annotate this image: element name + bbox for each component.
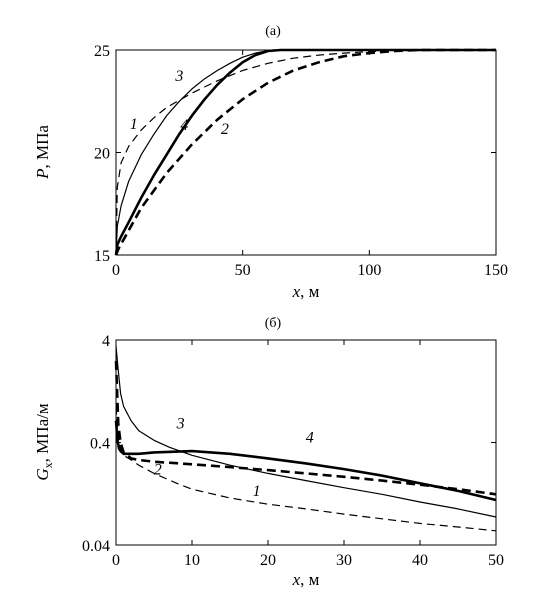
curve-label-2: 2 [221,121,229,138]
curve-label-3: 3 [174,68,183,85]
curve-label-1: 1 [130,116,138,133]
panel-b-y-axis-label: Gx, МПа/м [33,403,55,480]
y-tick-label: 20 [94,146,110,163]
curve-label-1: 1 [253,483,261,500]
x-tick-label: 10 [184,552,200,569]
series-line-4 [114,48,496,256]
x-tick-label: 50 [235,262,251,279]
series-line-1 [115,49,496,256]
y-tick-label: 0.4 [90,436,110,453]
y-tick-label: 4 [102,333,110,350]
panel-a-curve-labels: 1 2 3 4 [130,68,229,138]
panel-a-x-axis-label: x, м [292,282,320,301]
series-line-2 [114,48,496,256]
x-tick-label: 30 [336,552,352,569]
x-tick-label: 40 [412,552,428,569]
panel-b-series [114,345,497,532]
curve-label-3: 3 [176,415,185,432]
panel-b-curve-labels: 1 2 3 4 [154,415,314,500]
panel-a-series [114,48,496,256]
y-tick-label: 25 [94,43,110,60]
panel-b: (б) 0 10 20 30 40 50 0.04 0.4 4 1 2 3 4 x, м Gx, МП… [33,316,504,589]
panel-a-y-axis-label: P, МПа [33,125,52,180]
panel-b-ticks: 0 10 20 30 40 50 0.04 0.4 4 [82,333,504,569]
series-line-3 [115,49,496,256]
panel-a-ticks: 0 50 100 150 15 20 25 [94,43,508,279]
panel-b-title: (б) [265,316,282,331]
curve-label-4: 4 [180,117,188,134]
panel-a: (а) 0 50 100 150 15 20 25 1 2 3 4 x, м P, МПа [33,24,508,301]
series-line-1 [115,406,497,532]
panel-a-title: (а) [265,24,281,39]
x-tick-label: 50 [488,552,504,569]
y-tick-label: 15 [94,248,110,265]
series-line-2 [114,360,497,496]
curve-label-4: 4 [306,430,314,447]
x-tick-label: 20 [260,552,276,569]
x-tick-label: 0 [112,262,120,279]
series-line-4 [114,420,497,502]
x-tick-label: 100 [357,262,381,279]
curve-label-2: 2 [154,461,162,478]
panel-a-plot-area [115,49,497,256]
x-tick-label: 0 [112,552,120,569]
series-line-3 [115,345,497,518]
panel-b-x-axis-label: x, м [292,570,320,589]
x-tick-label: 150 [484,262,508,279]
y-tick-label: 0.04 [82,538,110,555]
